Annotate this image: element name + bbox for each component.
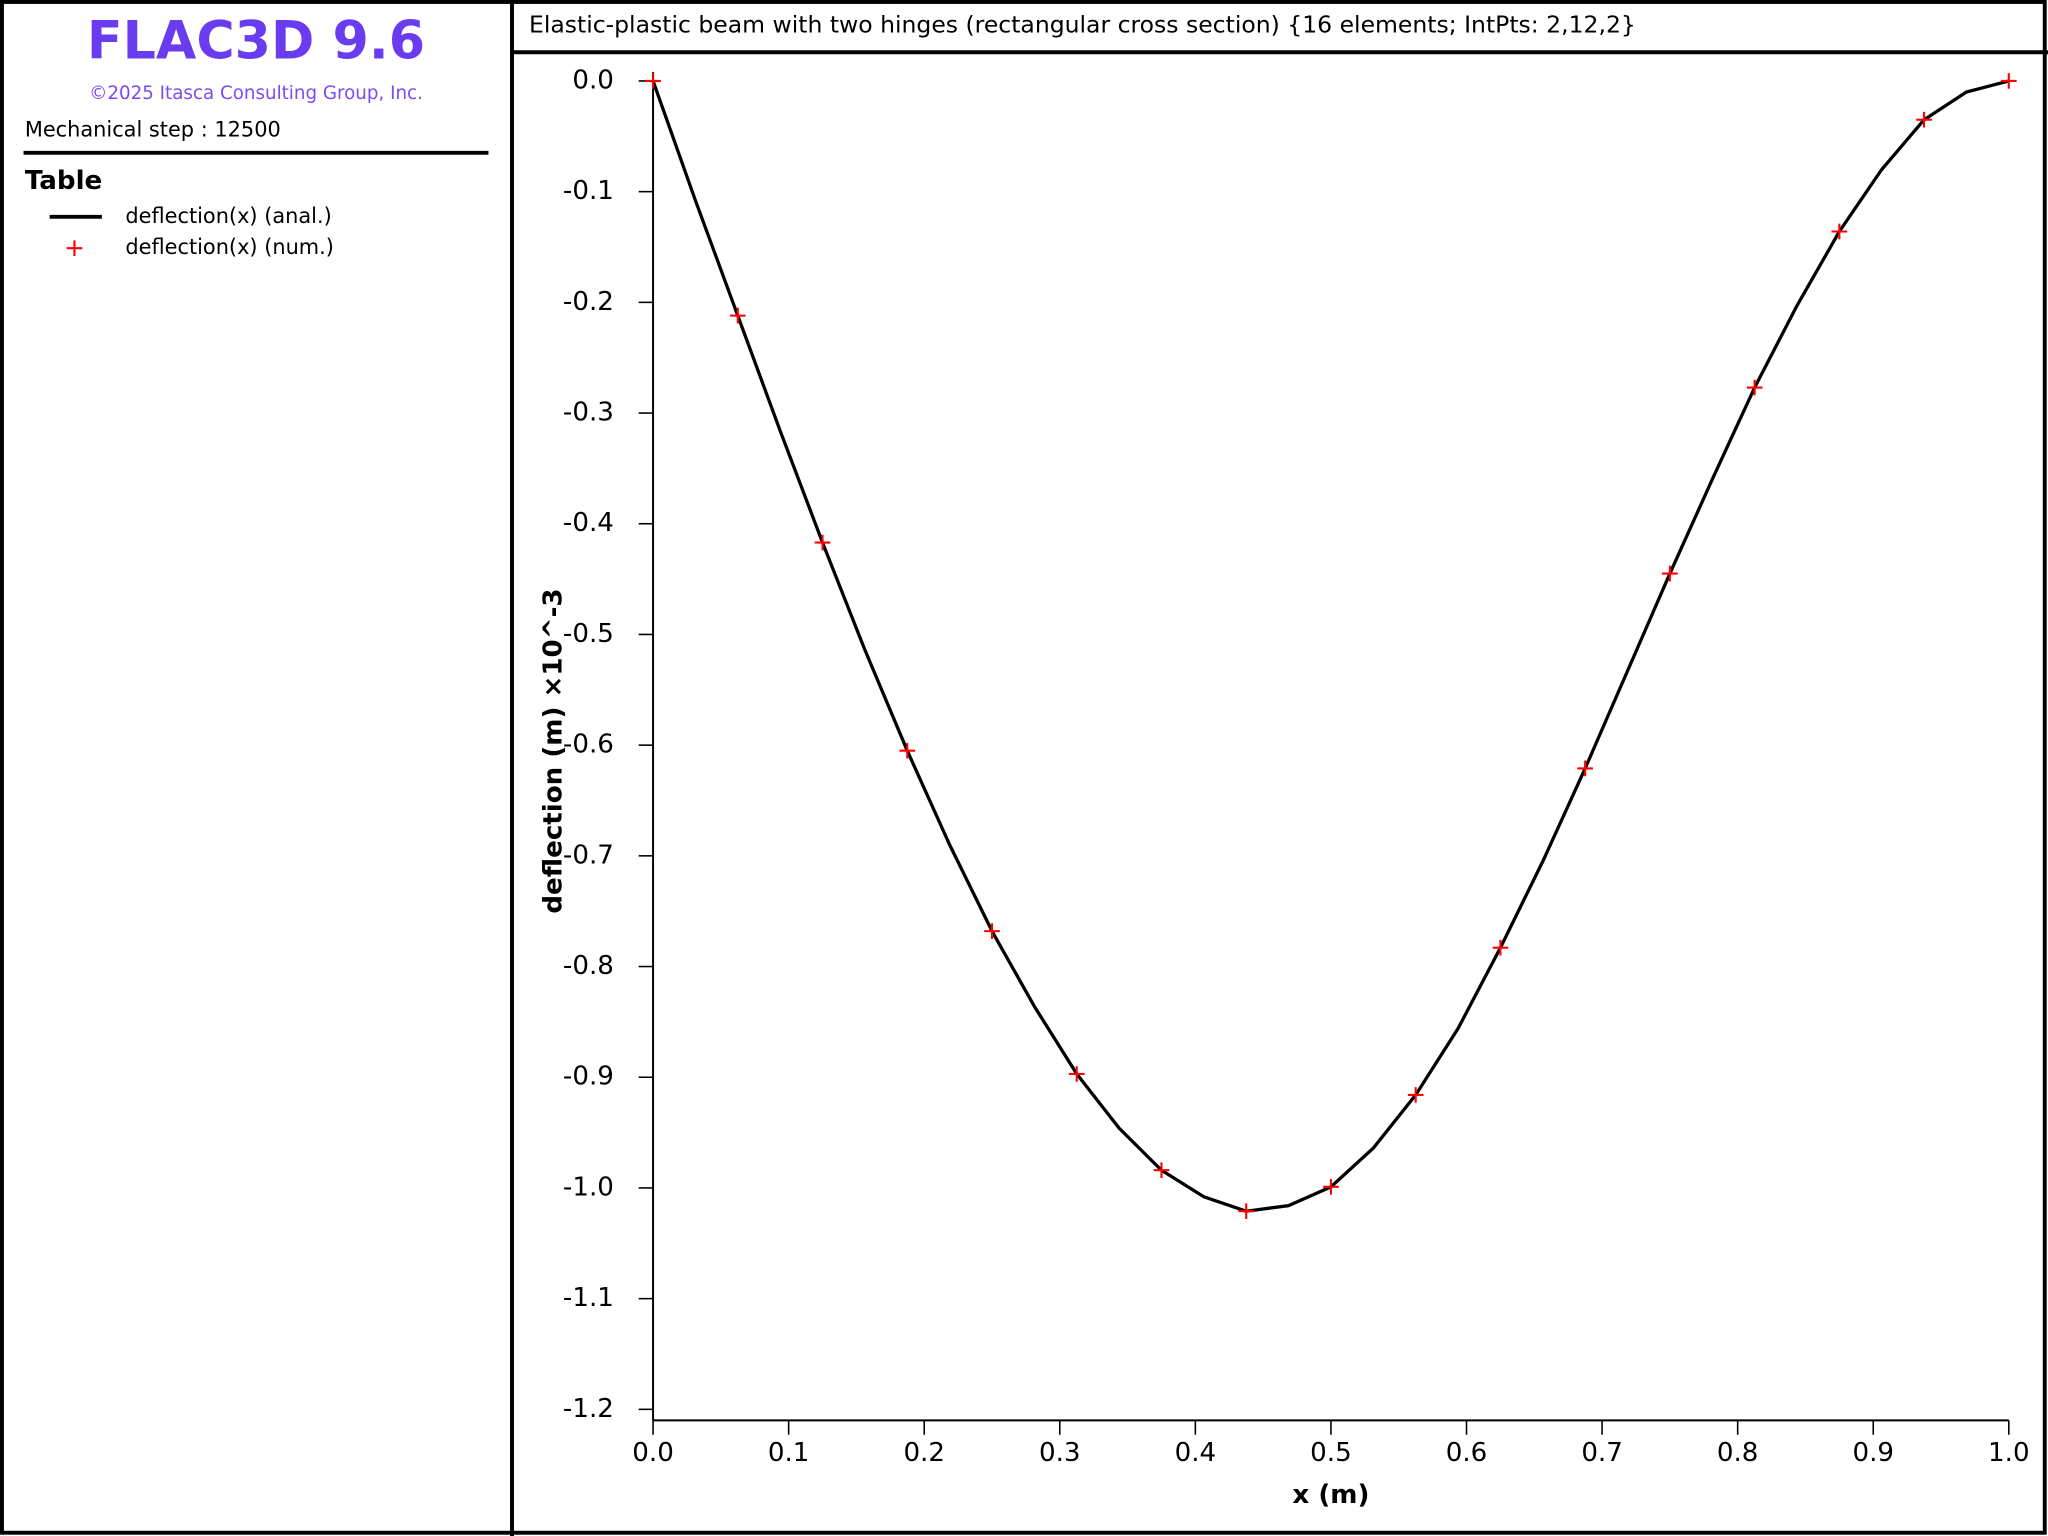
plot-title: Elastic-plastic beam with two hinges (re… [529, 11, 1636, 39]
x-axis-label: x (m) [1292, 1480, 1369, 1510]
data-point [1407, 1087, 1424, 1103]
x-tick-label: 0.1 [768, 1438, 810, 1468]
data-point [1746, 379, 1763, 396]
x-tick-label: 0.3 [1039, 1438, 1081, 1468]
data-point [899, 742, 916, 759]
y-tick-label: -0.4 [563, 508, 614, 538]
data-point [1577, 760, 1593, 777]
y-tick-label: -0.7 [563, 840, 614, 870]
x-tick-label: 0.4 [1175, 1438, 1217, 1468]
legend-title: Table [25, 166, 102, 196]
y-tick-label: -0.9 [563, 1062, 614, 1092]
x-tick-label: 0.2 [903, 1438, 945, 1468]
legend-label: deflection(x) (anal.) [125, 204, 331, 228]
x-tick-label: 0.8 [1717, 1438, 1759, 1468]
y-tick-label: -0.1 [563, 176, 614, 206]
data-point [814, 534, 831, 551]
x-tick-label: 1.0 [1988, 1438, 2030, 1468]
x-tick-label: 0.9 [1852, 1438, 1894, 1468]
product-title: FLAC3D 9.6 [87, 11, 425, 71]
data-point [1238, 1203, 1255, 1220]
y-tick-label: -1.2 [563, 1394, 614, 1424]
data-point [1492, 939, 1509, 956]
legend-swatch [66, 240, 83, 256]
data-point [1153, 1162, 1170, 1179]
legend-label: deflection(x) (num.) [125, 235, 334, 259]
y-tick-label: -0.8 [563, 951, 614, 981]
data-point [1831, 223, 1848, 240]
step-label: Mechanical step : 12500 [25, 118, 281, 142]
x-tick-label: 0.5 [1310, 1438, 1352, 1468]
data-point [2000, 73, 2017, 89]
y-tick-label: -0.6 [563, 730, 614, 760]
y-tick-label: -0.3 [563, 398, 614, 428]
data-point [1323, 1178, 1339, 1195]
data-point [1662, 565, 1678, 582]
y-tick-label: -0.5 [563, 619, 614, 649]
data-point [1916, 111, 1932, 128]
y-axis-label: deflection (m) ×10^-3 [538, 588, 568, 913]
copyright: ©2025 Itasca Consulting Group, Inc. [89, 83, 423, 104]
x-tick-label: 0.7 [1581, 1438, 1623, 1468]
y-tick-label: -1.1 [563, 1283, 614, 1313]
data-point [1068, 1066, 1085, 1082]
y-tick-label: 0.0 [572, 65, 614, 95]
y-tick-label: -0.2 [563, 287, 614, 317]
data-point [984, 923, 1000, 939]
y-tick-label: -1.0 [563, 1172, 614, 1202]
data-line [651, 79, 2010, 1213]
x-tick-label: 0.0 [632, 1438, 674, 1468]
data-point [729, 307, 746, 324]
x-tick-label: 0.6 [1446, 1438, 1488, 1468]
data-point [645, 73, 661, 89]
